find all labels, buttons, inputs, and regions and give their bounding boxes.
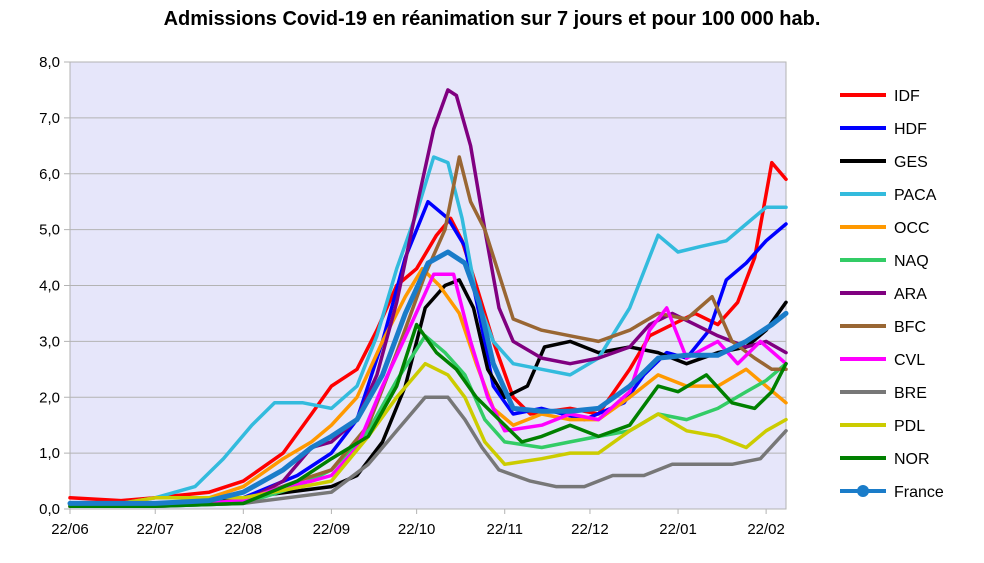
y-tick-label: 8,0 [39, 54, 60, 71]
series-line-nor [68, 322, 788, 508]
y-axis: 0,0 1,0 2,0 3,0 4,0 5,0 6,0 7,0 8,0 [39, 54, 70, 518]
legend-label-bfc: BFC [894, 319, 926, 336]
y-tick-label: 4,0 [39, 278, 60, 295]
y-tick-label: 2,0 [39, 389, 60, 406]
series-line-naq [68, 334, 788, 508]
series-line-occ [68, 266, 788, 508]
legend-label-bre: BRE [894, 385, 927, 402]
x-tick-label: 22/09 [313, 521, 351, 538]
legend-label-hdf: HDF [894, 121, 927, 138]
x-tick-label: 22/12 [571, 521, 609, 538]
y-tick-label: 1,0 [39, 445, 60, 462]
series-lines [67, 88, 789, 508]
series-line-cvl [68, 272, 788, 508]
legend-label-ges: GES [894, 154, 928, 171]
series-line-paca [68, 155, 788, 508]
legend-label-idf: IDF [894, 88, 920, 105]
x-tick-label: 22/10 [398, 521, 436, 538]
y-tick-label: 3,0 [39, 333, 60, 350]
legend-label-naq: NAQ [894, 253, 929, 270]
x-axis: 22/06 22/07 22/08 22/09 22/10 22/11 22/12 22/01… [51, 509, 785, 538]
legend-label-nor: NOR [894, 451, 930, 468]
legend-label-occ: OCC [894, 220, 930, 237]
legend-label-paca: PACA [894, 187, 937, 204]
x-tick-label: 22/02 [747, 521, 785, 538]
x-tick-label: 22/01 [659, 521, 697, 538]
y-tick-label: 0,0 [39, 501, 60, 518]
legend-label-cvl: CVL [894, 352, 925, 369]
series-line-france [67, 249, 789, 506]
series-line-bre [68, 395, 788, 508]
chart-title: Admissions Covid-19 en réanimation sur 7… [163, 8, 821, 30]
x-tick-label: 22/06 [51, 521, 89, 538]
series-line-bfc [68, 155, 788, 508]
legend-label-ara: ARA [894, 286, 927, 303]
x-tick-label: 22/07 [136, 521, 174, 538]
legend-label-pdl: PDL [894, 418, 925, 435]
legend: IDF HDF GES PACA OCC NAQ ARA BFC CVL BRE PDL NOR Fra… [840, 88, 944, 501]
x-tick-label: 22/11 [486, 521, 522, 538]
legend-marker [857, 485, 869, 497]
y-tick-label: 6,0 [39, 166, 60, 183]
legend-label-france: France [894, 484, 944, 501]
y-tick-label: 5,0 [39, 222, 60, 239]
y-tick-label: 7,0 [39, 110, 60, 127]
x-tick-label: 22/08 [225, 521, 263, 538]
